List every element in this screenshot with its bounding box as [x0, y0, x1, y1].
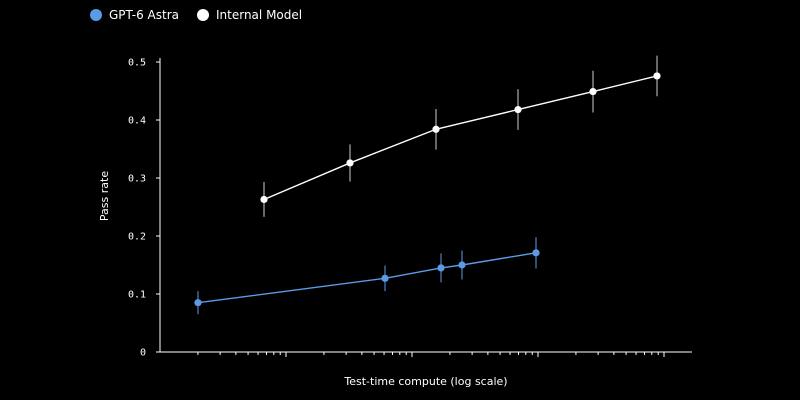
series-line: [263, 75, 658, 201]
legend-swatch-internal-model: [197, 9, 209, 21]
y-axis-title: Pass rate: [98, 171, 111, 221]
series-layer: [194, 55, 661, 315]
y-tick-label: 0.3: [128, 174, 146, 185]
data-point[interactable]: [514, 105, 522, 114]
data-point[interactable]: [381, 274, 389, 282]
legend-item-gpt6-astra[interactable]: GPT-6 Astra: [90, 8, 179, 22]
y-axis-ticks: 0 0.1 0.2 0.3 0.4 0.5: [128, 58, 160, 359]
legend-label-internal-model: Internal Model: [216, 8, 303, 22]
series-internal-model: [260, 55, 661, 217]
series-gpt6-astra: [194, 237, 540, 315]
y-tick-label: 0.4: [128, 116, 146, 127]
data-point[interactable]: [260, 195, 268, 204]
data-point[interactable]: [589, 87, 597, 96]
data-point[interactable]: [458, 261, 466, 269]
data-point[interactable]: [653, 72, 661, 80]
data-point[interactable]: [194, 299, 202, 307]
axes: [159, 58, 692, 353]
x-axis-ticks: [197, 352, 665, 357]
y-tick-label: 0.1: [128, 290, 146, 301]
data-point[interactable]: [346, 159, 354, 167]
legend: GPT-6 Astra Internal Model: [90, 8, 302, 22]
y-tick-label: 0.5: [128, 58, 146, 69]
y-tick-label: 0: [140, 348, 146, 359]
data-point[interactable]: [432, 125, 440, 133]
legend-label-gpt6-astra: GPT-6 Astra: [109, 8, 179, 22]
data-point[interactable]: [437, 264, 445, 272]
legend-swatch-gpt6-astra: [90, 9, 102, 21]
legend-item-internal-model[interactable]: Internal Model: [197, 8, 302, 22]
x-axis-title: Test-time compute (log scale): [343, 375, 507, 388]
series-line: [197, 252, 537, 304]
y-tick-label: 0.2: [128, 232, 146, 243]
data-point[interactable]: [532, 249, 540, 257]
